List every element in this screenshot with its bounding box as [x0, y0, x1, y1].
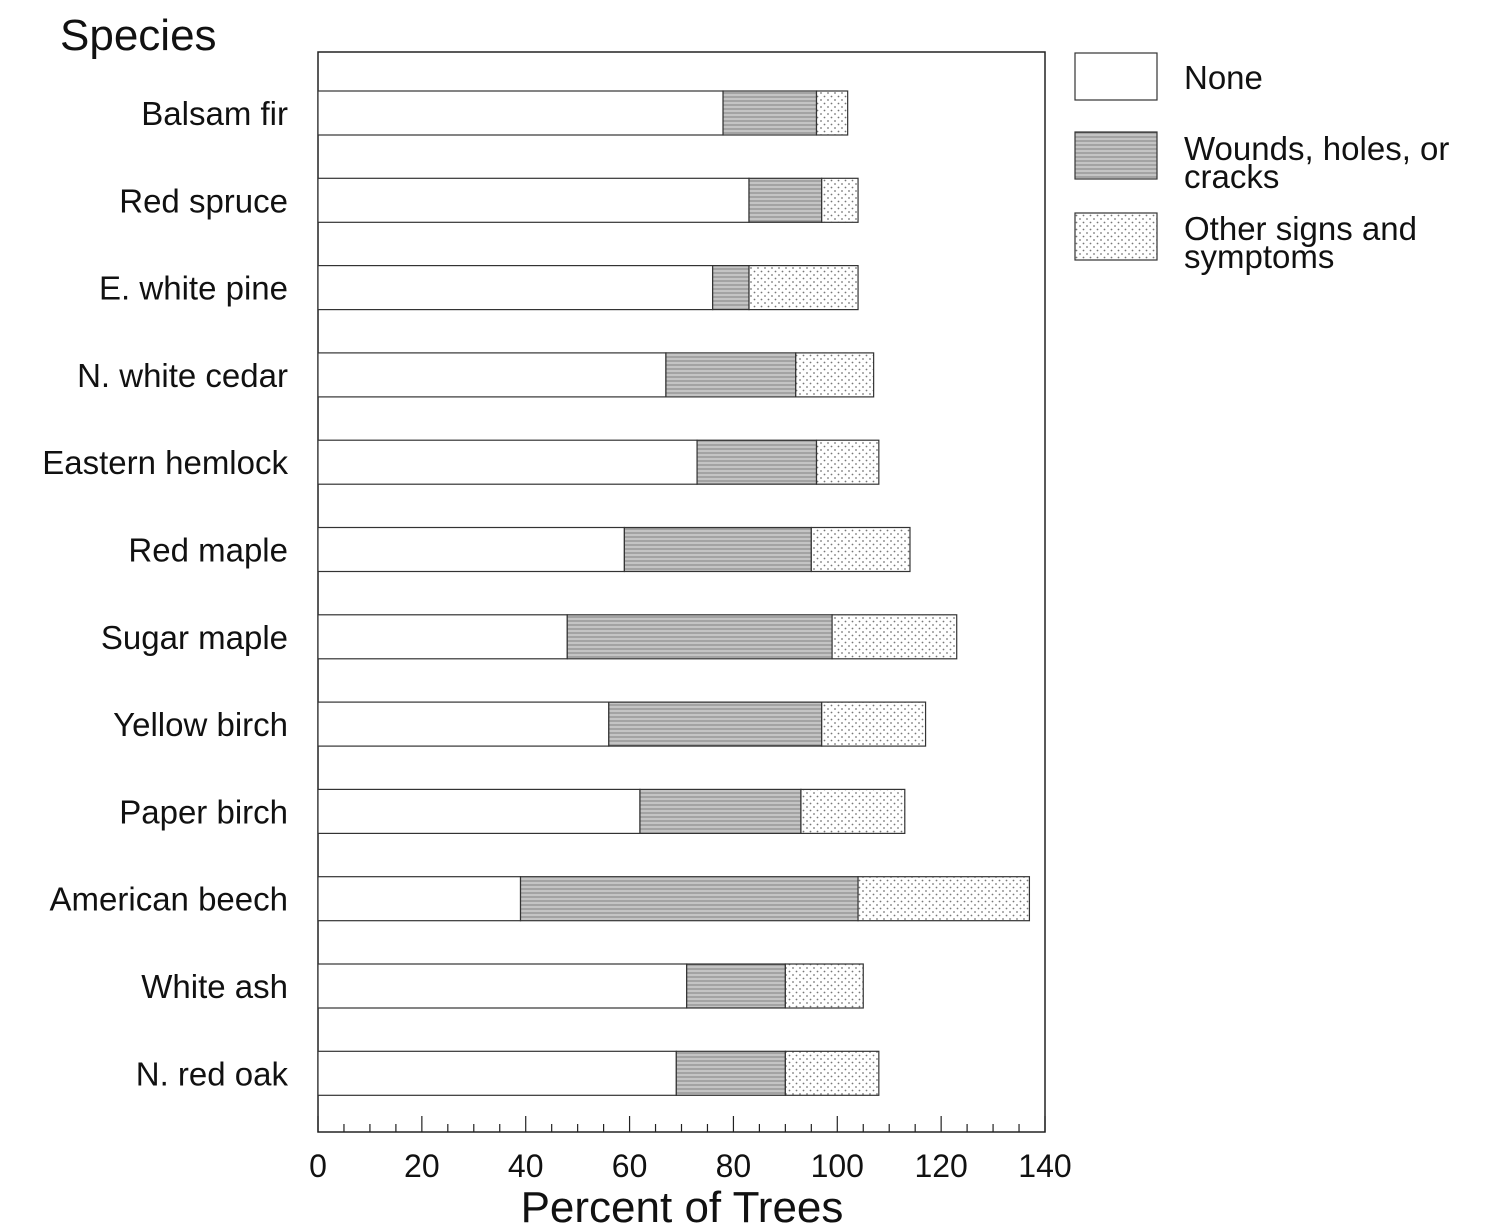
bar-white-ash-none: [317, 963, 688, 1009]
bar-paper-birch-none: [317, 788, 641, 835]
bar-paper-birch-wounds-holes-or-cracks: [639, 788, 802, 835]
bar-yellow-birch-other-signs-and-symptoms: [821, 701, 927, 747]
legend-label-other: Other signs and symptoms: [1184, 210, 1426, 275]
bar-american-beech-none: [317, 876, 522, 922]
legend-swatch-other: [1074, 212, 1158, 261]
x-tick-label-100: 100: [811, 1148, 864, 1184]
legend-label-none: None: [1184, 59, 1263, 96]
category-label-balsam-fir: Balsam fir: [141, 95, 288, 132]
bars-group: [317, 90, 1031, 1096]
bar-yellow-birch-none: [317, 701, 610, 747]
category-label-eastern-hemlock: Eastern hemlock: [42, 444, 288, 481]
bar-american-beech-wounds-holes-or-cracks: [519, 876, 859, 922]
x-tick-label-20: 20: [404, 1148, 440, 1184]
bar-balsam-fir-wounds-holes-or-cracks: [722, 90, 818, 136]
bar-sugar-maple-other-signs-and-symptoms: [831, 614, 958, 660]
legend-label-wounds: Wounds, holes, or cracks: [1184, 130, 1459, 195]
bar-balsam-fir-other-signs-and-symptoms: [815, 90, 849, 136]
category-label-sugar-maple: Sugar maple: [101, 619, 288, 656]
category-label-american-beech: American beech: [50, 881, 288, 918]
x-tick-label-140: 140: [1018, 1148, 1071, 1184]
category-label-e-white-pine: E. white pine: [99, 270, 288, 307]
bar-eastern-hemlock-other-signs-and-symptoms: [815, 439, 880, 485]
bar-e-white-pine-other-signs-and-symptoms: [748, 265, 859, 311]
category-label-paper-birch: Paper birch: [119, 793, 288, 830]
x-tick-label-40: 40: [508, 1148, 544, 1184]
category-label-n-white-cedar: N. white cedar: [77, 357, 288, 394]
bar-red-maple-none: [317, 526, 625, 573]
legend: None Wounds, holes, or cracks Other sign…: [1074, 52, 1459, 275]
bar-white-ash-other-signs-and-symptoms: [784, 963, 864, 1009]
category-labels: Balsam fir Red spruce E. white pine N. whit…: [42, 95, 288, 1092]
bar-red-spruce-none: [317, 177, 750, 223]
legend-swatch-none: [1074, 52, 1158, 101]
category-label-yellow-birch: Yellow birch: [113, 706, 288, 743]
bar-n-red-oak-none: [317, 1050, 677, 1096]
bar-sugar-maple-none: [317, 614, 568, 660]
bar-n-white-cedar-none: [317, 352, 667, 398]
x-tick-label-60: 60: [612, 1148, 648, 1184]
legend-label-other-line1: Other signs and: [1184, 210, 1417, 247]
bar-white-ash-wounds-holes-or-cracks: [686, 963, 786, 1009]
category-label-white-ash: White ash: [141, 968, 288, 1005]
legend-label-wounds-line2: cracks: [1184, 158, 1279, 195]
x-tick-label-80: 80: [716, 1148, 752, 1184]
bar-balsam-fir-none: [317, 90, 724, 136]
legend-label-wounds-line1: Wounds, holes, or: [1184, 130, 1449, 167]
bar-eastern-hemlock-wounds-holes-or-cracks: [696, 439, 818, 485]
bar-e-white-pine-none: [317, 265, 714, 311]
bar-red-maple-other-signs-and-symptoms: [810, 526, 911, 573]
bar-red-spruce-other-signs-and-symptoms: [821, 177, 859, 223]
bar-paper-birch-other-signs-and-symptoms: [800, 788, 906, 835]
bar-e-white-pine-wounds-holes-or-cracks: [712, 265, 750, 311]
x-tick-label-120: 120: [914, 1148, 967, 1184]
y-axis-title: Species: [60, 11, 217, 60]
bar-n-white-cedar-other-signs-and-symptoms: [795, 352, 875, 398]
bar-yellow-birch-wounds-holes-or-cracks: [608, 701, 823, 747]
legend-label-other-line2: symptoms: [1184, 238, 1334, 275]
bar-n-red-oak-other-signs-and-symptoms: [784, 1050, 880, 1096]
category-label-red-spruce: Red spruce: [119, 182, 288, 219]
bar-american-beech-other-signs-and-symptoms: [857, 876, 1031, 922]
bar-red-maple-wounds-holes-or-cracks: [623, 526, 812, 573]
category-label-red-maple: Red maple: [128, 532, 288, 569]
bar-eastern-hemlock-none: [317, 439, 698, 485]
category-label-n-red-oak: N. red oak: [136, 1055, 289, 1092]
bar-n-red-oak-wounds-holes-or-cracks: [675, 1050, 786, 1096]
x-axis-title: Percent of Trees: [521, 1183, 844, 1229]
legend-swatch-wounds: [1074, 131, 1158, 180]
x-tick-label-0: 0: [309, 1148, 327, 1184]
x-axis-ticks: 0 20 40 60 80 100 120 140: [309, 1116, 1072, 1184]
bar-red-spruce-wounds-holes-or-cracks: [748, 177, 823, 223]
bar-sugar-maple-wounds-holes-or-cracks: [566, 614, 833, 660]
bar-n-white-cedar-wounds-holes-or-cracks: [665, 352, 797, 398]
